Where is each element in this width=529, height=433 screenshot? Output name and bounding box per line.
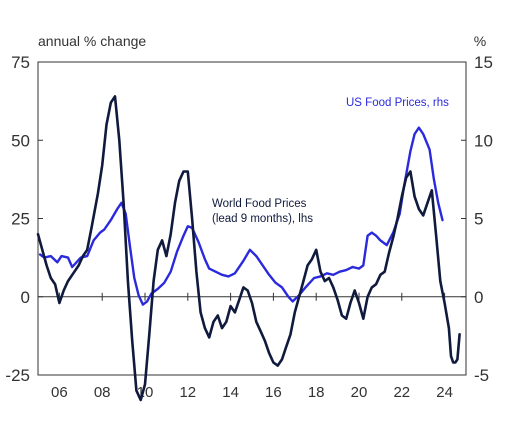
left-y-tick-label: 0 [21, 288, 30, 307]
left-y-tick-label: 25 [11, 210, 30, 229]
us-food-prices-line [38, 126, 444, 306]
series-layer [36, 95, 461, 402]
x-tick-label: 18 [308, 384, 325, 401]
us-food-prices-label: US Food Prices, rhs [346, 97, 449, 109]
right-y-tick-label: -5 [474, 366, 489, 385]
right-y-tick-label: 10 [474, 131, 493, 150]
x-tick-label: 24 [436, 384, 453, 401]
right-y-tick-label: 5 [474, 210, 483, 229]
x-tick-label: 08 [94, 384, 111, 401]
x-tick-label: 20 [351, 384, 368, 401]
x-tick-label: 22 [393, 384, 410, 401]
left-axis-label: annual % change [38, 33, 146, 49]
right-y-tick-label: 0 [474, 288, 483, 307]
x-tick-label: 14 [222, 384, 239, 401]
x-tick-label: 06 [51, 384, 68, 401]
right-y-tick-label: 15 [474, 53, 493, 72]
x-tick-label: 16 [265, 384, 282, 401]
right-axis-label: % [474, 33, 486, 49]
x-tick-label: 12 [179, 384, 196, 401]
series-labels-layer: US Food Prices, rhs World Food Prices (lea… [212, 97, 449, 225]
world-food-prices-line [36, 95, 461, 402]
world-food-prices-label: World Food Prices (lead 9 months), lhs [212, 198, 313, 225]
left-y-tick-label: 75 [11, 53, 30, 72]
left-y-tick-label: -25 [5, 366, 30, 385]
left-y-tick-label: 50 [11, 131, 30, 150]
